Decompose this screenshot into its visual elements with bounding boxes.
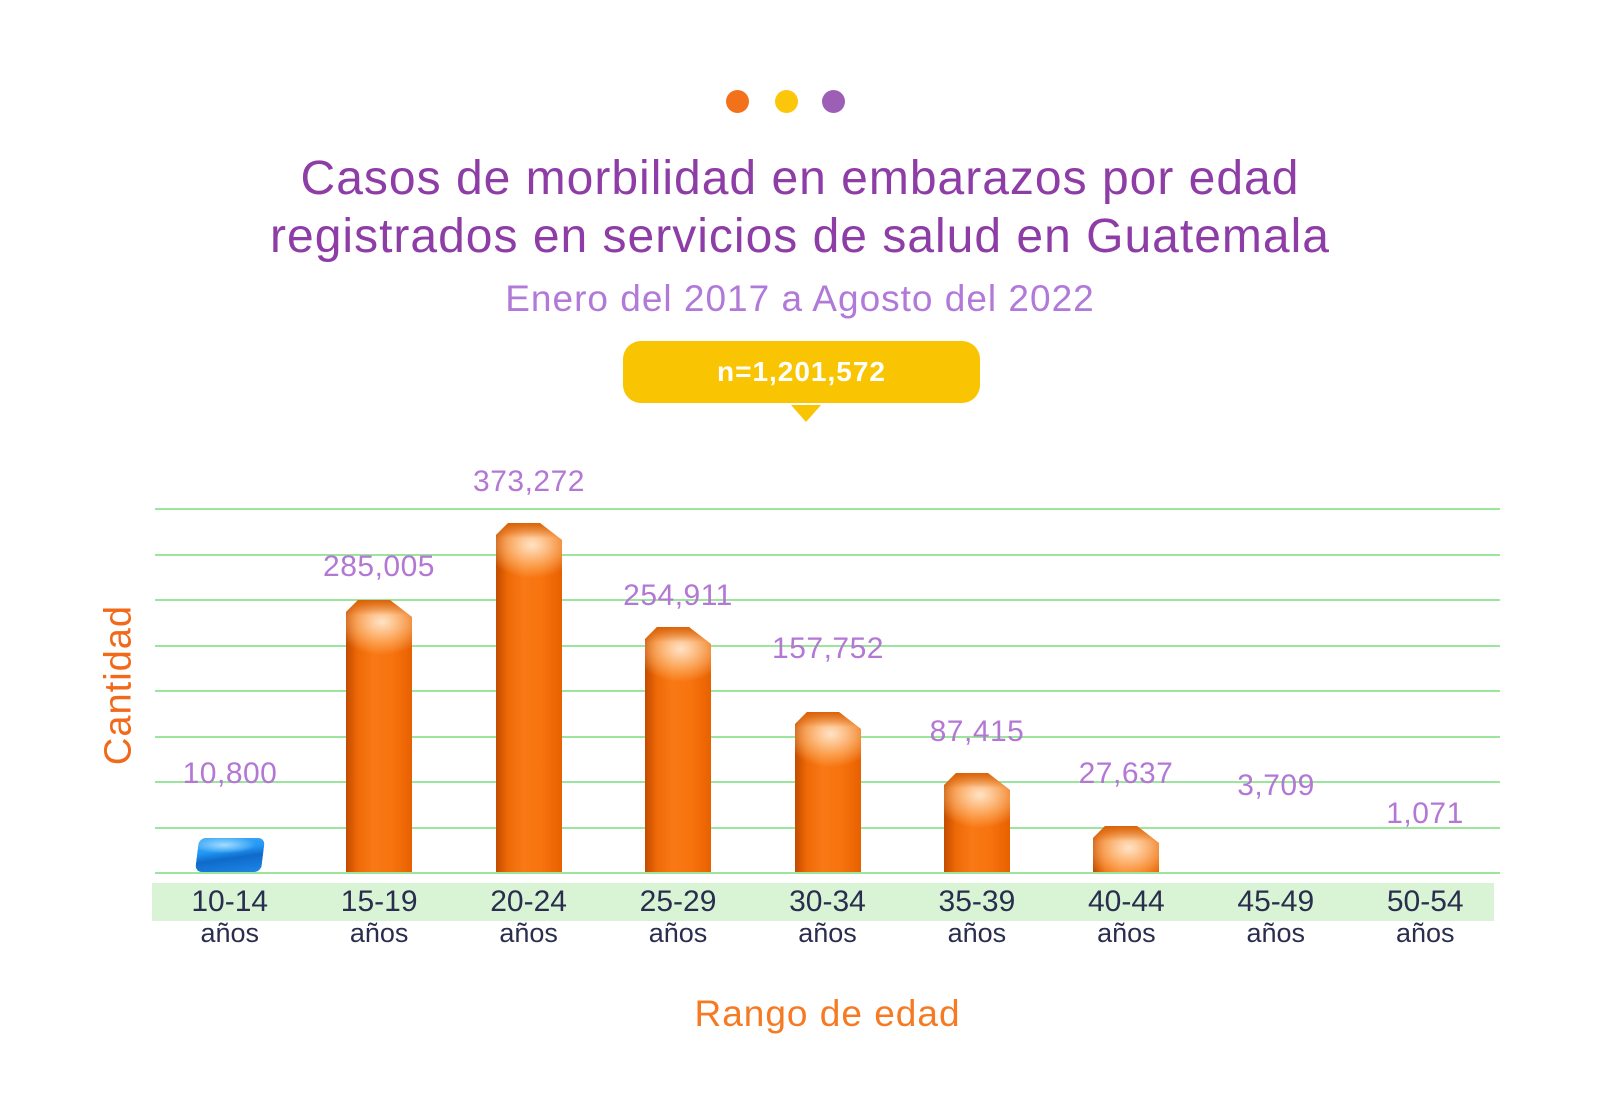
yellow-dot-icon <box>775 90 798 113</box>
x-tick-unit-15-19: años <box>349 918 409 948</box>
bar-25-29 <box>645 627 711 872</box>
plot-area <box>155 508 1500 874</box>
x-tick-20-24: 20-24 <box>490 885 567 918</box>
value-label-25-29: 254,911 <box>623 579 733 612</box>
x-tick-unit-50-54: años <box>1395 918 1455 948</box>
orange-dot-icon <box>726 90 749 113</box>
x-tick-50-54: 50-54 <box>1386 885 1464 918</box>
sample-size-badge: n=1,201,572 <box>623 341 980 403</box>
value-label-15-19: 285,005 <box>323 550 435 583</box>
bar-20-24 <box>496 523 562 872</box>
gridline <box>155 872 1500 874</box>
chart-title-line2: registrados en servicios de salud en Gua… <box>270 210 1330 263</box>
x-tick-10-14: 10-14 <box>191 885 269 918</box>
value-label-35-39: 87,415 <box>929 715 1025 748</box>
bar-15-19 <box>346 600 412 872</box>
value-label-50-54: 1,071 <box>1386 797 1464 830</box>
chart-title: Casos de morbilidad en embarazos por eda… <box>0 150 1600 266</box>
value-label-10-14: 10,800 <box>182 757 278 790</box>
x-axis-tick-row: 10-14 15-19 20-24 25-29 30-34 35-39 40-44 45-49… <box>155 885 1500 919</box>
x-tick-unit-20-24: años <box>499 918 558 948</box>
gridline <box>155 554 1500 556</box>
x-tick-30-34: 30-34 <box>789 885 866 918</box>
sample-size-text: n=1,201,572 <box>716 356 887 387</box>
value-label-20-24: 373,272 <box>473 465 585 498</box>
x-tick-unit-10-14: años <box>200 918 259 948</box>
x-tick-15-19: 15-19 <box>340 885 418 918</box>
x-tick-unit-30-34: años <box>798 918 857 948</box>
x-tick-unit-40-44: años <box>1097 918 1156 948</box>
gridline <box>155 508 1500 510</box>
x-tick-40-44: 40-44 <box>1087 885 1165 918</box>
bar-40-44 <box>1093 826 1159 872</box>
value-label-45-49: 3,709 <box>1237 769 1315 802</box>
gridline <box>155 645 1500 647</box>
x-axis-unit-row: años años años años años años años años años <box>155 919 1500 947</box>
x-axis-title: Rango de edad <box>694 993 961 1034</box>
bar-10-14 <box>194 838 266 872</box>
gridline <box>155 690 1500 692</box>
value-label-30-34: 157,752 <box>772 632 884 665</box>
x-axis-band <box>152 883 1494 921</box>
x-tick-45-49: 45-49 <box>1237 885 1315 918</box>
y-axis-title: Cantidad <box>97 604 140 766</box>
bar-35-39 <box>944 773 1010 872</box>
chart-subtitle: Enero del 2017 a Agosto del 2022 <box>505 278 1095 319</box>
x-tick-35-39: 35-39 <box>938 885 1016 918</box>
purple-dot-icon <box>822 90 845 113</box>
x-tick-25-29: 25-29 <box>639 885 717 918</box>
value-label-40-44: 27,637 <box>1078 757 1174 790</box>
chart-title-line1: Casos de morbilidad en embarazos por eda… <box>300 152 1300 205</box>
bar-30-34 <box>795 712 861 872</box>
gridline <box>155 599 1500 601</box>
badge-pointer-triangle-icon <box>791 405 821 422</box>
x-tick-unit-45-49: años <box>1246 918 1306 948</box>
x-tick-unit-25-29: años <box>648 918 708 948</box>
x-tick-unit-35-39: años <box>947 918 1007 948</box>
